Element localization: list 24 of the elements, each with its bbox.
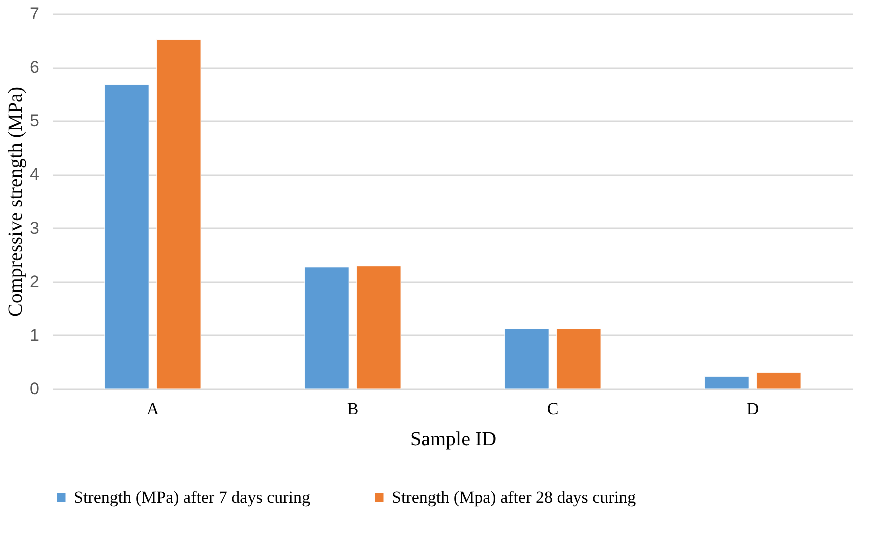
bar [556, 328, 602, 390]
y-tick-label: 4 [30, 165, 40, 184]
legend-label: Strength (Mpa) after 28 days curing [392, 488, 637, 507]
y-tick-label: 5 [30, 112, 40, 131]
bar [756, 372, 802, 390]
y-axis-title: Compressive strength (MPa) [5, 87, 28, 317]
bar [304, 267, 350, 390]
x-tick-label: B [347, 400, 359, 418]
bar [356, 266, 402, 390]
legend-label: Strength (MPa) after 7 days curing [74, 488, 312, 507]
y-tick-label: 3 [30, 218, 40, 238]
x-axis-title: Sample ID [410, 428, 497, 450]
y-tick-label: 6 [30, 58, 40, 78]
x-tick-label: A [146, 400, 160, 418]
bar [504, 328, 550, 390]
y-tick-label: 7 [30, 4, 40, 24]
bar [704, 376, 750, 390]
x-tick-label: C [547, 400, 559, 418]
y-tick-label: 0 [30, 380, 40, 398]
x-tick-label: D [746, 400, 760, 418]
bar [156, 39, 202, 390]
y-tick-label: 1 [30, 326, 40, 345]
bar [104, 84, 150, 390]
y-tick-label: 2 [30, 272, 40, 292]
